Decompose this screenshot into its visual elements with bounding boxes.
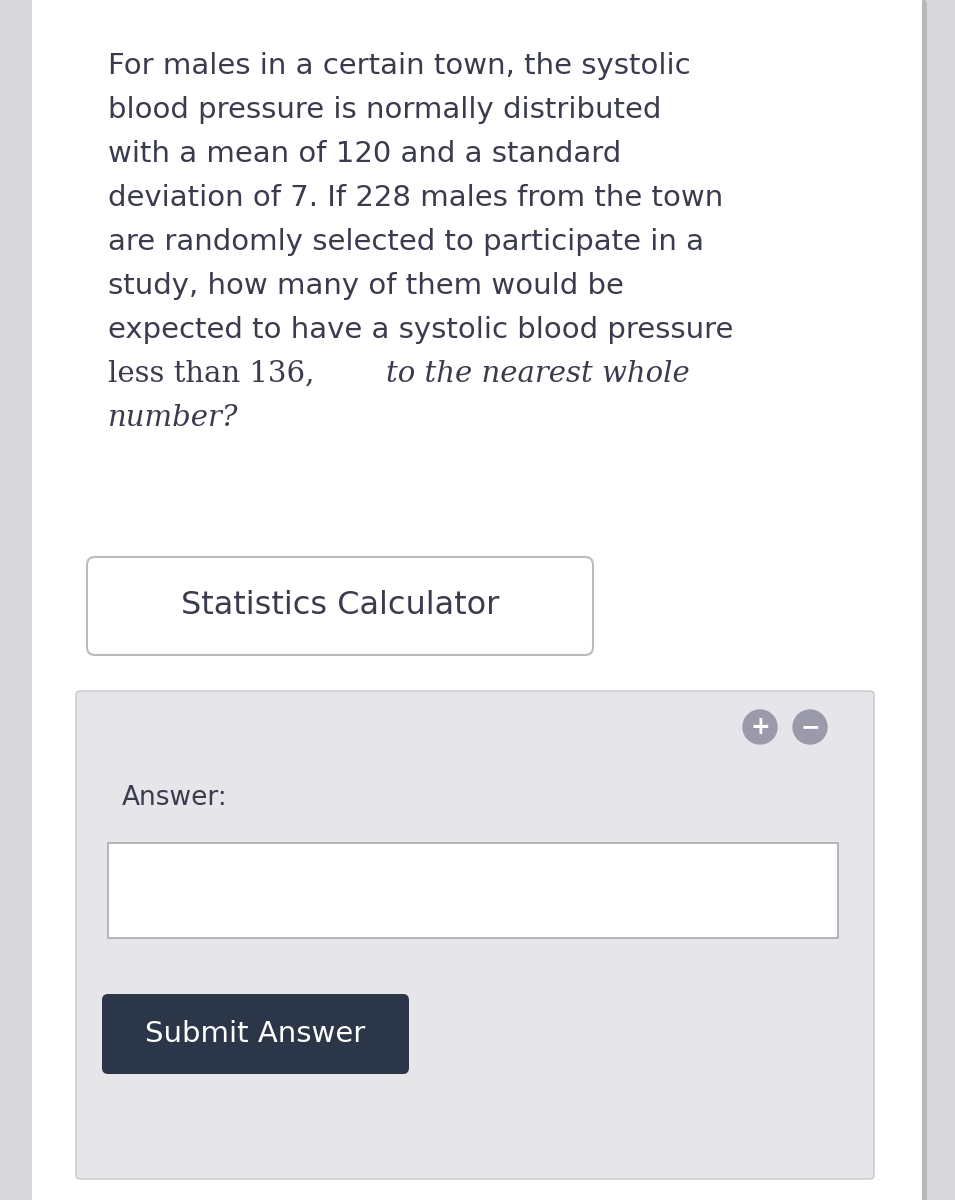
FancyBboxPatch shape [76,691,874,1178]
Text: −: − [800,715,820,739]
Text: number?: number? [108,404,239,432]
Text: expected to have a systolic blood pressure: expected to have a systolic blood pressu… [108,316,733,344]
Text: with a mean of 120 and a standard: with a mean of 120 and a standard [108,140,622,168]
Circle shape [743,710,777,744]
Text: are randomly selected to participate in a: are randomly selected to participate in … [108,228,704,256]
Text: For males in a certain town, the systolic: For males in a certain town, the systoli… [108,52,690,80]
Text: deviation of 7. If 228 males from the town: deviation of 7. If 228 males from the to… [108,184,723,212]
Text: study, how many of them would be: study, how many of them would be [108,272,624,300]
FancyBboxPatch shape [102,994,409,1074]
FancyBboxPatch shape [32,0,922,1200]
Text: blood pressure is normally distributed: blood pressure is normally distributed [108,96,662,124]
Text: Submit Answer: Submit Answer [145,1020,366,1048]
Text: Answer:: Answer: [122,785,227,811]
FancyBboxPatch shape [87,557,593,655]
Text: Statistics Calculator: Statistics Calculator [180,590,499,622]
Text: to the nearest whole: to the nearest whole [386,360,690,388]
Circle shape [793,710,827,744]
Text: +: + [750,715,770,739]
FancyBboxPatch shape [108,842,838,938]
FancyBboxPatch shape [37,0,927,1200]
Text: less than 136,: less than 136, [108,360,324,388]
